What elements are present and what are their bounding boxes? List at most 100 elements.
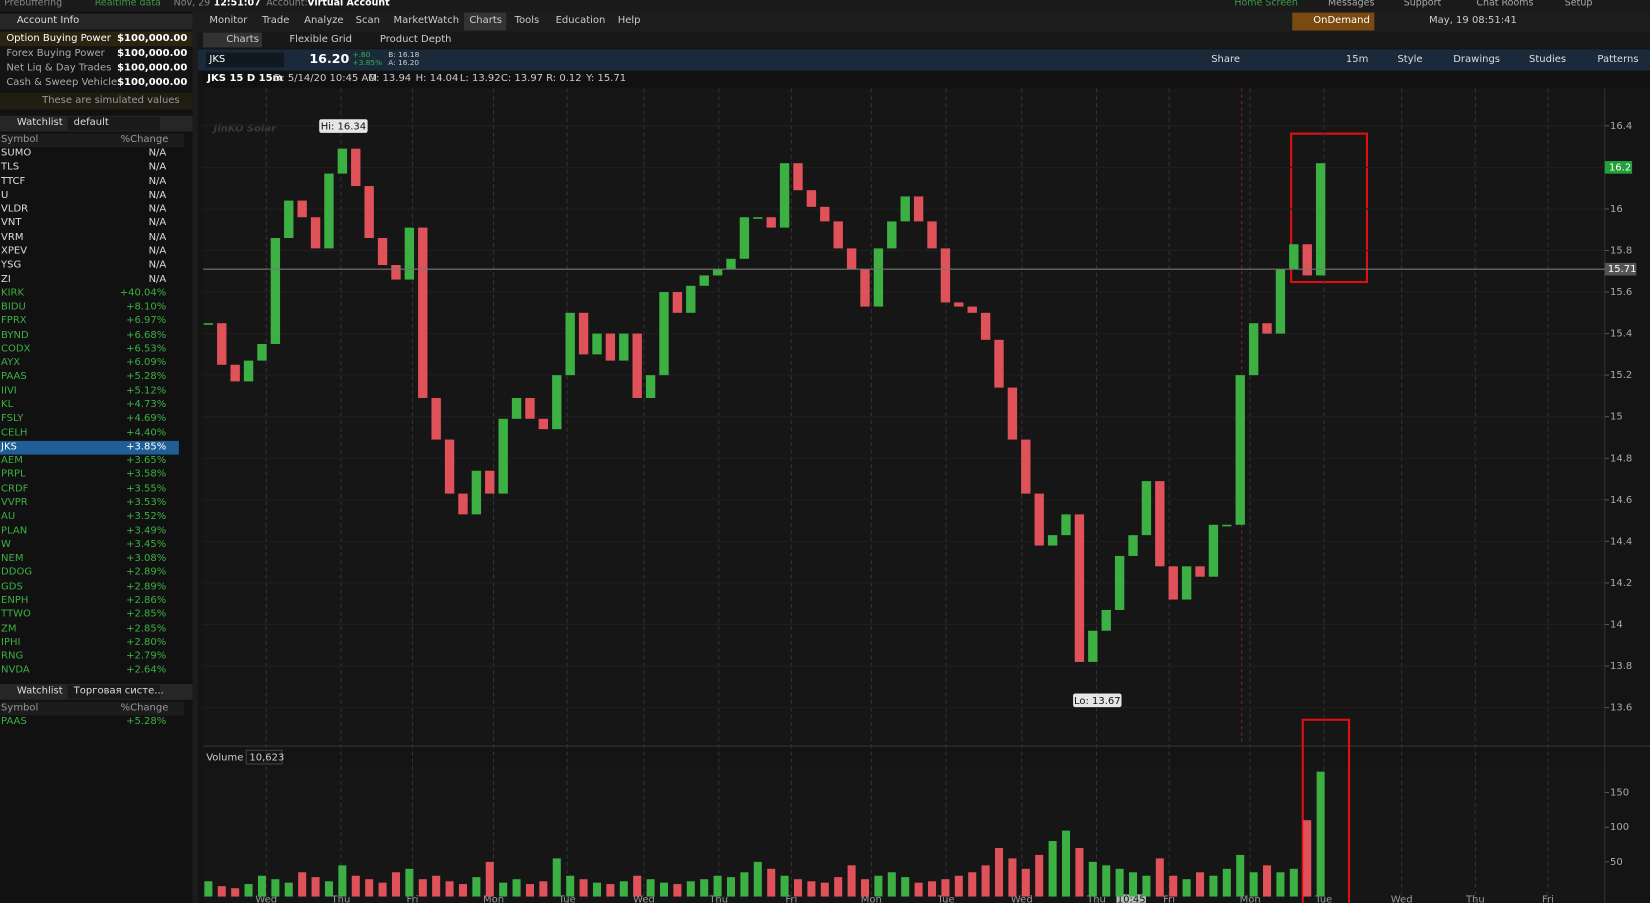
symbol[interactable]: PLAN bbox=[1, 524, 28, 537]
toolbar-button[interactable]: Style bbox=[1397, 53, 1423, 66]
symbol[interactable]: AU bbox=[1, 510, 16, 523]
volume-bar bbox=[981, 865, 990, 897]
symbol[interactable]: TTCF bbox=[1, 175, 26, 187]
symbol[interactable]: CELH bbox=[1, 426, 28, 439]
tab[interactable]: Product Depth bbox=[379, 33, 452, 46]
toolbar-button[interactable]: Drawings bbox=[1453, 53, 1501, 66]
symbol[interactable]: PAAS bbox=[1, 715, 27, 728]
symbol[interactable]: BYND bbox=[1, 328, 29, 341]
menu-item[interactable]: Charts bbox=[469, 14, 503, 27]
volume-bar bbox=[646, 879, 655, 897]
change: +5.28% bbox=[126, 715, 167, 728]
menu-item[interactable]: MarketWatch bbox=[393, 14, 460, 27]
candle bbox=[324, 173, 334, 249]
symbol[interactable]: NEM bbox=[1, 552, 24, 565]
menu-item[interactable]: Education bbox=[555, 14, 606, 27]
candle bbox=[645, 375, 656, 399]
menu-item[interactable]: Analyze bbox=[304, 14, 344, 27]
candle bbox=[1021, 439, 1031, 494]
symbol[interactable]: TLS bbox=[1, 161, 20, 173]
candle bbox=[364, 186, 374, 239]
top-bar bbox=[0, 0, 1650, 12]
top-link[interactable]: Messages bbox=[1328, 0, 1375, 9]
menu-item[interactable]: Trade bbox=[262, 14, 290, 27]
left-panel bbox=[0, 11, 193, 903]
symbol[interactable]: TTWO bbox=[1, 608, 31, 621]
symbol[interactable]: IIVI bbox=[1, 384, 17, 397]
symbol[interactable]: SUMO bbox=[1, 147, 32, 159]
change: +6.97% bbox=[126, 315, 167, 327]
candle bbox=[1248, 323, 1259, 376]
tab[interactable]: Flexible Grid bbox=[289, 33, 353, 46]
ondemand[interactable]: OnDemand bbox=[1313, 14, 1370, 27]
symbol[interactable]: DDOG bbox=[1, 566, 33, 579]
volume-bar bbox=[539, 881, 548, 897]
toolbar-button[interactable]: Studies bbox=[1528, 53, 1567, 66]
candle bbox=[913, 196, 924, 222]
y-tick-label: 15.8 bbox=[1610, 245, 1632, 256]
symbol[interactable]: NVDA bbox=[1, 664, 30, 676]
symbol[interactable]: AYX bbox=[1, 356, 21, 369]
volume-bar bbox=[472, 877, 481, 897]
volume-bar bbox=[1289, 868, 1298, 897]
symbol[interactable]: VLDR bbox=[1, 203, 29, 215]
top-link[interactable]: Support bbox=[1403, 0, 1442, 9]
symbol[interactable]: VNT bbox=[1, 217, 22, 229]
symbol[interactable]: JKS bbox=[1, 440, 17, 453]
change: +3.58% bbox=[126, 468, 167, 481]
candle bbox=[1114, 555, 1125, 610]
menu-item[interactable]: Tools bbox=[514, 14, 540, 27]
account-row bbox=[0, 75, 193, 91]
symbol[interactable]: IPHI bbox=[1, 636, 21, 649]
menu-item[interactable]: Monitor bbox=[209, 14, 248, 27]
change: N/A bbox=[148, 189, 167, 201]
tab[interactable]: Charts bbox=[226, 33, 259, 46]
change: +3.08% bbox=[126, 552, 167, 565]
candle bbox=[1168, 566, 1178, 600]
symbol[interactable]: RNG bbox=[1, 650, 24, 662]
top-link[interactable]: Home Screen bbox=[1234, 0, 1298, 9]
symbol[interactable]: CRDF bbox=[1, 482, 29, 495]
symbol[interactable]: AEM bbox=[1, 454, 23, 467]
toolbar-button[interactable]: Share bbox=[1211, 53, 1241, 66]
menu-item[interactable]: Help bbox=[617, 14, 641, 27]
symbol[interactable]: ZI bbox=[1, 273, 11, 285]
symbol[interactable]: KIRK bbox=[1, 287, 25, 299]
candle bbox=[806, 190, 817, 207]
symbol-input-text[interactable]: JKS bbox=[209, 53, 226, 66]
toolbar-button[interactable]: Patterns bbox=[1597, 53, 1639, 66]
symbol[interactable]: ZM bbox=[1, 622, 17, 635]
candle bbox=[967, 306, 977, 313]
x-tick-label: Wed bbox=[633, 895, 655, 903]
symbol[interactable]: ENPH bbox=[1, 594, 29, 607]
y-tick-label: 15.6 bbox=[1610, 287, 1632, 298]
volume-bar bbox=[378, 882, 387, 897]
top-link[interactable]: Chat Rooms bbox=[1476, 0, 1534, 9]
symbol[interactable]: FPRX bbox=[1, 315, 27, 327]
watchlist-select[interactable]: Торговая систе... bbox=[73, 685, 164, 697]
volume-bar bbox=[780, 875, 789, 897]
y-tick-label: 14.8 bbox=[1610, 453, 1632, 464]
volume-bar bbox=[914, 882, 923, 897]
symbol[interactable]: W bbox=[1, 538, 11, 551]
symbol[interactable]: CODX bbox=[1, 342, 31, 355]
volume-bar bbox=[847, 865, 856, 897]
symbol[interactable]: YSG bbox=[1, 259, 22, 271]
symbol[interactable]: PAAS bbox=[1, 370, 27, 383]
menu-item[interactable]: Scan bbox=[355, 14, 380, 27]
symbol[interactable]: PRPL bbox=[1, 468, 26, 481]
candle bbox=[1034, 493, 1044, 546]
volume-bar bbox=[405, 868, 414, 897]
symbol[interactable]: VRM bbox=[1, 231, 24, 243]
symbol[interactable]: XPEV bbox=[1, 245, 28, 257]
symbol[interactable]: FSLY bbox=[1, 412, 24, 425]
top-link[interactable]: Setup bbox=[1564, 0, 1593, 9]
toolbar-button[interactable]: 15m bbox=[1345, 53, 1369, 66]
symbol[interactable]: U bbox=[1, 189, 9, 201]
symbol[interactable]: VVPR bbox=[1, 496, 28, 509]
volume-bar bbox=[1276, 872, 1285, 897]
symbol[interactable]: KL bbox=[1, 398, 14, 411]
symbol[interactable]: BIDU bbox=[1, 301, 26, 313]
symbol[interactable]: GDS bbox=[1, 580, 23, 593]
watchlist-select[interactable]: default bbox=[73, 116, 109, 129]
